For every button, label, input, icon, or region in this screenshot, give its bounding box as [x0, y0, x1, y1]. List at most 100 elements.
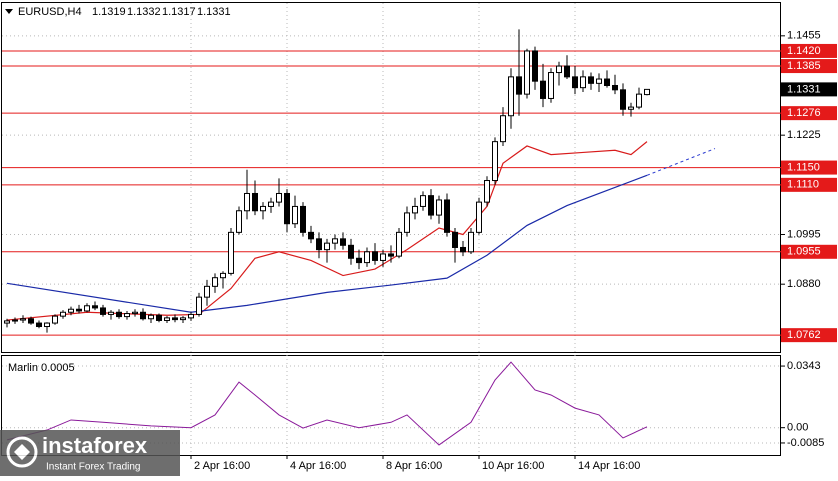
- main-frame: [1, 2, 781, 353]
- symbol: EURUSD,H4: [18, 6, 82, 18]
- indicator-plot: [6, 361, 648, 446]
- watermark-brand: instaforex: [42, 433, 148, 458]
- candle-body: [188, 313, 194, 319]
- candle-body: [356, 257, 362, 264]
- moving-average: [6, 141, 648, 321]
- candle-body: [292, 205, 298, 225]
- level-label-box: [781, 43, 837, 58]
- candle-body: [268, 201, 274, 207]
- candle-body: [68, 308, 74, 313]
- grid: [2, 3, 781, 455]
- candle-body: [444, 199, 450, 233]
- projection-line: [646, 148, 716, 176]
- level-label-box: [781, 59, 837, 74]
- indicator-frame: [1, 355, 781, 456]
- candle-body: [204, 285, 210, 298]
- x-tick-label: 14 Apr 16:00: [578, 460, 640, 472]
- candle-body: [508, 76, 514, 117]
- candle-body: [196, 296, 202, 315]
- candle-body: [596, 78, 602, 84]
- candle-body: [116, 311, 122, 318]
- candle-body: [604, 78, 610, 86]
- price-label: 1.1331: [787, 83, 821, 95]
- candle-body: [468, 231, 474, 253]
- candle-body: [436, 199, 442, 216]
- candle-body: [284, 192, 290, 225]
- candle-body: [484, 180, 490, 203]
- candle-body: [540, 80, 546, 99]
- candle-body: [412, 205, 418, 214]
- watermark-logo-mark: [14, 444, 30, 460]
- candle-body: [364, 251, 370, 264]
- y-tick-label: 1.0880: [787, 278, 821, 290]
- level-label: 1.1276: [787, 107, 821, 119]
- candle-body: [588, 76, 594, 84]
- candle-body: [132, 311, 138, 315]
- ohlc-open: 1.1319: [92, 6, 126, 18]
- candle-body: [60, 311, 66, 317]
- candle-body: [316, 238, 322, 251]
- candle-body: [228, 231, 234, 274]
- candle-body: [244, 192, 250, 212]
- menu-triangle[interactable]: [5, 9, 13, 14]
- candle-body: [348, 244, 354, 259]
- y-tick-label: -0.0085: [787, 437, 824, 449]
- candle-body: [572, 76, 578, 89]
- candle-body: [556, 65, 562, 74]
- candle-body: [388, 253, 394, 257]
- level-label-box: [781, 160, 837, 175]
- candle-body: [380, 253, 386, 261]
- candle-body: [12, 319, 18, 322]
- candle-body: [124, 313, 130, 318]
- candle-body: [500, 115, 506, 143]
- candle-body: [100, 307, 106, 315]
- y-tick-label: 0.00: [787, 422, 808, 434]
- candle-body: [164, 317, 170, 321]
- candle-body: [428, 195, 434, 216]
- candle-body: [76, 308, 82, 312]
- candle-body: [324, 242, 330, 251]
- level-label-box: [781, 244, 837, 259]
- candle-body: [52, 315, 58, 324]
- price-label-box: [781, 82, 837, 97]
- candle-body: [140, 311, 146, 320]
- y-tick-label: 1.1225: [787, 129, 821, 141]
- candle-body: [516, 76, 522, 95]
- candle-body: [332, 238, 338, 244]
- candle-body: [492, 141, 498, 182]
- ohlc-high: 1.1332: [127, 6, 161, 18]
- candle-body: [108, 311, 114, 315]
- level-label-box: [781, 106, 837, 121]
- candle-body: [260, 205, 266, 212]
- indicator-line: [6, 361, 648, 446]
- candle-body: [148, 314, 154, 320]
- watermark-logo: [6, 436, 38, 468]
- level-label-box: [781, 177, 837, 192]
- main-plot: [2, 29, 781, 336]
- candle-body: [92, 305, 98, 309]
- candle-body: [612, 84, 618, 91]
- watermark-tagline: Instant Forex Trading: [46, 462, 141, 473]
- moving-average: [6, 174, 648, 313]
- level-label: 1.1110: [787, 179, 819, 191]
- level-label: 1.0955: [787, 246, 821, 258]
- candle-body: [276, 192, 282, 203]
- candle-body: [620, 89, 626, 110]
- ohlc-close: 1.1331: [197, 6, 231, 18]
- candle-body: [4, 320, 10, 324]
- candle-body: [460, 246, 466, 253]
- candle-body: [220, 272, 226, 279]
- y-tick-label: 0.0343: [787, 360, 821, 372]
- candle-body: [644, 88, 650, 96]
- indicator-title: Marlin 0.0005: [8, 362, 75, 374]
- level-label-box: [781, 328, 837, 343]
- candle-body: [340, 238, 346, 246]
- level-label: 1.1385: [787, 60, 821, 72]
- y-tick-label: 1.0995: [787, 228, 821, 240]
- candle-body: [404, 212, 410, 233]
- y-tick-label: 1.1455: [787, 30, 821, 42]
- candle-body: [532, 50, 538, 82]
- candle-body: [476, 201, 482, 233]
